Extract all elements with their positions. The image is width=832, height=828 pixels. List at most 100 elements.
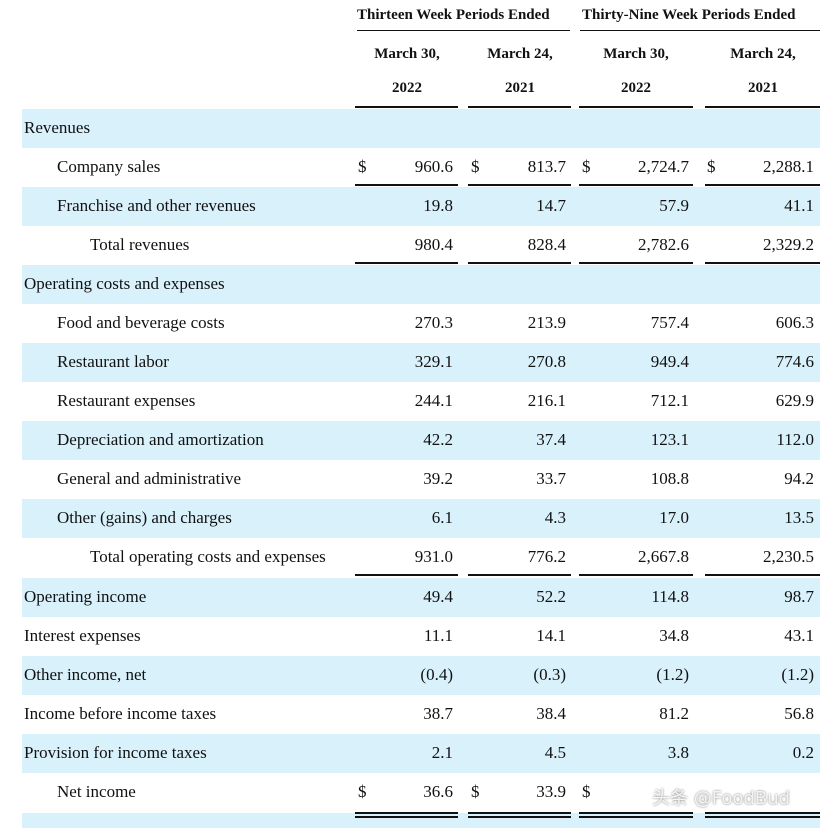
cell-value: 81.2 — [659, 704, 689, 723]
cell-value: 14.7 — [536, 196, 566, 215]
row-label: Income before income taxes — [24, 704, 217, 723]
cell-value: 329.1 — [414, 352, 453, 371]
row-label: Company sales — [57, 157, 161, 176]
row-band — [22, 578, 820, 617]
row-label: Operating costs and expenses — [24, 274, 225, 293]
header-rule-13 — [357, 30, 570, 31]
header-underline — [579, 106, 693, 108]
row-label: Restaurant expenses — [57, 391, 196, 410]
cell-value: (0.3) — [533, 665, 566, 684]
total-double-rule-top — [355, 812, 458, 814]
cell-value: 39.2 — [423, 469, 453, 488]
row-label: Food and beverage costs — [57, 313, 225, 332]
header-thirteen-week: Thirteen Week Periods Ended — [357, 7, 550, 23]
cell-value: 34.8 — [659, 626, 689, 645]
total-double-rule-top — [705, 812, 820, 814]
header-underline — [705, 106, 820, 108]
cell-value: 6.1 — [431, 508, 453, 527]
cell-value: (1.2) — [781, 665, 814, 684]
currency-symbol: $ — [707, 157, 716, 176]
subtotal-underline — [705, 184, 820, 186]
row-label: Depreciation and amortization — [57, 430, 264, 449]
subtotal-underline — [355, 574, 458, 576]
cell-value: 43.1 — [784, 626, 814, 645]
cell-value: 213.9 — [527, 313, 566, 332]
cell-value: 2,782.6 — [638, 235, 689, 254]
total-double-rule-bottom — [705, 816, 820, 818]
currency-symbol: $ — [358, 157, 367, 176]
cell-value: 2,230.5 — [763, 547, 814, 566]
col2-date: March 24, — [487, 46, 553, 62]
cell-value: 38.4 — [536, 704, 566, 723]
row-label: Total operating costs and expenses — [90, 547, 326, 566]
subtotal-underline — [705, 574, 820, 576]
subtotal-underline — [468, 574, 571, 576]
cell-value: 13.5 — [784, 508, 814, 527]
cell-value: (1.2) — [656, 665, 689, 684]
cell-value: 712.1 — [650, 391, 689, 410]
currency-symbol: $ — [471, 157, 480, 176]
col3-date: March 30, — [603, 46, 669, 62]
cell-value: 3.8 — [667, 743, 689, 762]
row-label: Revenues — [24, 118, 91, 137]
total-double-rule-top — [468, 812, 571, 814]
currency-symbol: $ — [582, 157, 591, 176]
cell-value: 606.3 — [775, 313, 814, 332]
header-rule-39 — [580, 30, 820, 31]
subtotal-underline — [579, 574, 693, 576]
col4-date: March 24, — [730, 46, 796, 62]
row-label: Interest expenses — [24, 626, 141, 645]
cell-value: 4.5 — [544, 743, 566, 762]
row-band — [22, 343, 820, 382]
row-label: Franchise and other revenues — [57, 196, 256, 215]
cell-value: 98.7 — [784, 587, 814, 606]
row-band — [22, 499, 820, 538]
cell-value: 244.1 — [414, 391, 453, 410]
cell-value: 776.2 — [527, 547, 566, 566]
row-label: Operating income — [24, 587, 147, 606]
cell-value: 270.8 — [527, 352, 566, 371]
subtotal-underline — [468, 262, 571, 264]
cell-value: 108.8 — [650, 469, 689, 488]
cell-value: 56.8 — [784, 704, 814, 723]
cell-value: 49.4 — [423, 587, 453, 606]
col1-date: March 30, — [374, 46, 440, 62]
cell-value: 931.0 — [414, 547, 453, 566]
row-label: Net income — [57, 782, 136, 801]
row-label: Other income, net — [24, 665, 147, 684]
cell-value: 114.8 — [651, 587, 689, 606]
cell-value: 813.7 — [527, 157, 566, 176]
row-band — [22, 187, 820, 226]
cell-value: (0.4) — [420, 665, 453, 684]
header-thirty-nine-week: Thirty-Nine Week Periods Ended — [582, 7, 796, 23]
row-label: Provision for income taxes — [24, 743, 207, 762]
row-label: Total revenues — [90, 235, 190, 254]
header-underline — [468, 106, 571, 108]
subtotal-underline — [705, 262, 820, 264]
cell-value: 123.1 — [650, 430, 689, 449]
row-label: Restaurant labor — [57, 352, 169, 371]
cell-value: 33.7 — [536, 469, 566, 488]
subtotal-underline — [468, 184, 571, 186]
col3-year: 2022 — [621, 80, 651, 96]
cell-value: 4.3 — [544, 508, 566, 527]
cell-value: 2,288.1 — [763, 157, 814, 176]
cell-value: 94.2 — [784, 469, 814, 488]
subtotal-underline — [579, 262, 693, 264]
cell-value: 17.0 — [659, 508, 689, 527]
col4-year: 2021 — [748, 80, 778, 96]
cell-value: 2.1 — [431, 743, 453, 762]
total-double-rule-top — [579, 812, 693, 814]
watermark-text: 头条 @FoodBud — [652, 788, 791, 809]
cell-value: 980.4 — [414, 235, 453, 254]
col1-year: 2022 — [392, 80, 422, 96]
cell-value: 960.6 — [414, 157, 453, 176]
cell-value: 57.9 — [659, 196, 689, 215]
cell-value: 216.1 — [527, 391, 566, 410]
cell-value: 41.1 — [784, 196, 814, 215]
currency-symbol: $ — [358, 782, 367, 801]
cell-value: 33.9 — [536, 782, 566, 801]
subtotal-underline — [355, 184, 458, 186]
cell-value: 11.1 — [423, 626, 453, 645]
